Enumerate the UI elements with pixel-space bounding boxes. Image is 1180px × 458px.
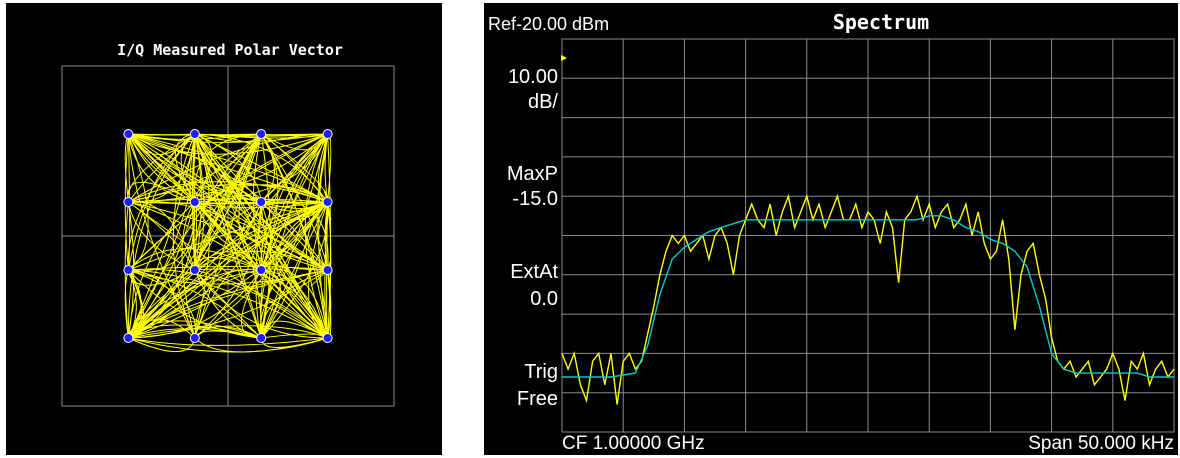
trigger-label: Trig (524, 361, 558, 383)
polar-chart-title: I/Q Measured Polar Vector (117, 41, 343, 59)
constellation-point (189, 197, 200, 207)
spectrum-traces (561, 193, 1175, 405)
constellation-point (189, 265, 200, 275)
trigger-value: Free (517, 388, 558, 410)
constellation-point (322, 265, 333, 275)
constellation-point (123, 333, 134, 343)
constellation-point (256, 333, 267, 343)
constellation-point (123, 265, 134, 275)
center-frequency-label: CF 1.00000 GHz (562, 433, 705, 454)
constellation-point (189, 129, 200, 139)
spectrum-trace-cyan (562, 215, 1174, 378)
constellation-point (123, 197, 134, 207)
spectrum-title: Spectrum (833, 10, 929, 34)
constellation-point (123, 129, 134, 139)
constellation-point (256, 197, 267, 207)
ref-level-label: Ref-20.00 dBm (488, 14, 609, 34)
scale-unit-label: dB/ (528, 91, 558, 113)
constellation-point (256, 129, 267, 139)
spectrum-chart: Ref-20.00 dBm Spectrum 10.00 dB/ MaxP -1… (488, 10, 1175, 454)
span-label: Span 50.000 kHz (1028, 433, 1174, 454)
polar-vector-panel: I/Q Measured Polar Vector (6, 3, 442, 455)
constellation-point (322, 197, 333, 207)
scale-value-label: 10.00 (508, 66, 558, 88)
detector-label: MaxP (507, 163, 558, 185)
constellation-point (322, 333, 333, 343)
constellation-point (322, 129, 333, 139)
ref-marker-icon (561, 55, 567, 61)
polar-vector-chart: I/Q Measured Polar Vector (61, 41, 395, 407)
spectrum-panel: Ref-20.00 dBm Spectrum 10.00 dB/ MaxP -1… (484, 3, 1178, 455)
polar-symbols (123, 129, 333, 343)
ext-atten-value: 0.0 (530, 288, 558, 310)
detector-value: -15.0 (512, 188, 558, 210)
constellation-point (189, 333, 200, 343)
spectrum-trace-yellow (561, 193, 1175, 405)
constellation-point (256, 265, 267, 275)
ext-atten-label: ExtAt (510, 261, 558, 283)
